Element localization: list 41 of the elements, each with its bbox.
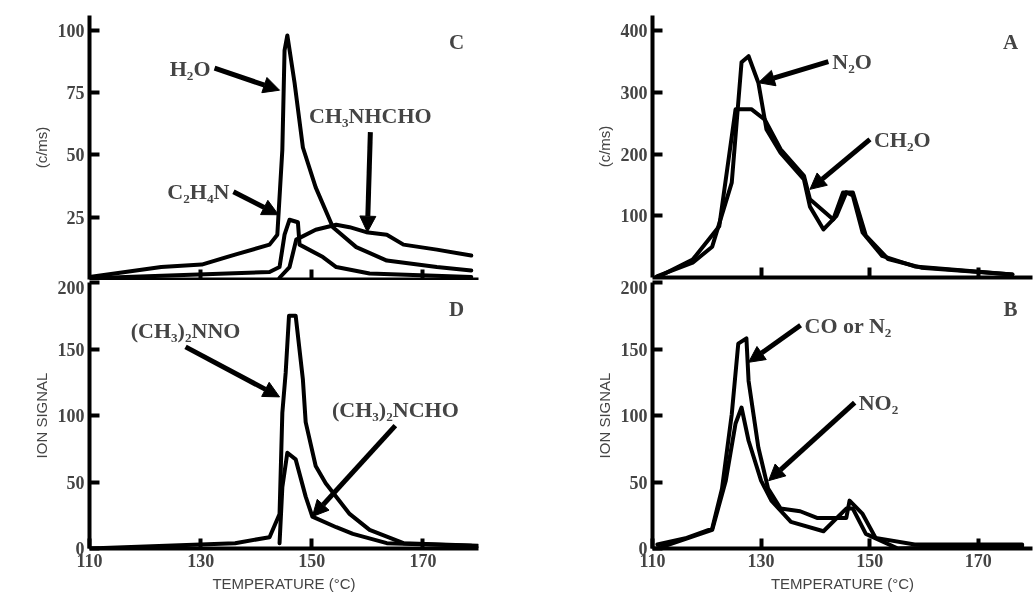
y-tick-label: 100	[620, 406, 648, 426]
x-tick-label: 130	[187, 550, 215, 571]
y-tick-label: 200	[620, 277, 648, 298]
y-axis-title: (c/ms)	[32, 126, 50, 169]
y-axis-title: ION SIGNAL	[595, 372, 613, 459]
annotation: CH₂O	[873, 126, 931, 152]
y-axis-title: ION SIGNAL	[32, 372, 50, 459]
y-tick-label: 100	[620, 206, 648, 227]
y-tick-label: 100	[57, 20, 85, 41]
y-tick-label: 100	[57, 406, 85, 426]
annotation: (CH₃)₂NNO	[130, 317, 241, 343]
y-tick-label: 25	[66, 207, 85, 228]
x-tick-label: 170	[409, 550, 437, 571]
text: C	[448, 29, 465, 54]
y-tick-label: 400	[620, 21, 648, 42]
text: A	[1002, 29, 1019, 54]
y-tick-label: 50	[629, 472, 648, 493]
x-axis-title: TEMPERATURE (°C)	[770, 574, 915, 592]
annotation: H₂O	[169, 55, 211, 81]
y-tick-label: 200	[57, 277, 85, 298]
text: D	[448, 296, 465, 321]
text: B	[1003, 296, 1018, 321]
annotation: C₂H₄N	[167, 179, 230, 205]
y-tick-label: 50	[66, 145, 85, 166]
y-tick-label: 200	[620, 144, 648, 165]
annotation: NO₂	[858, 390, 899, 416]
y-tick-label: 300	[620, 83, 648, 104]
x-tick-label: 170	[964, 550, 992, 571]
x-tick-label: 130	[747, 550, 775, 571]
annotation: (CH₃)₂NCHO	[331, 396, 459, 422]
y-tick-label: 150	[57, 339, 85, 360]
x-tick-label: 150	[298, 550, 326, 571]
y-axis-title: (c/ms)	[595, 125, 613, 168]
annotation: N₂O	[832, 49, 872, 75]
annotation: CH₃NHCHO	[309, 103, 432, 129]
annotation: CO or N₂	[804, 312, 892, 338]
y-tick-label: 150	[620, 339, 648, 360]
x-tick-label: 150	[856, 550, 884, 571]
y-tick-label: 50	[66, 472, 85, 493]
y-tick-label: 75	[66, 83, 85, 104]
x-axis-title: TEMPERATURE (°C)	[212, 574, 356, 592]
